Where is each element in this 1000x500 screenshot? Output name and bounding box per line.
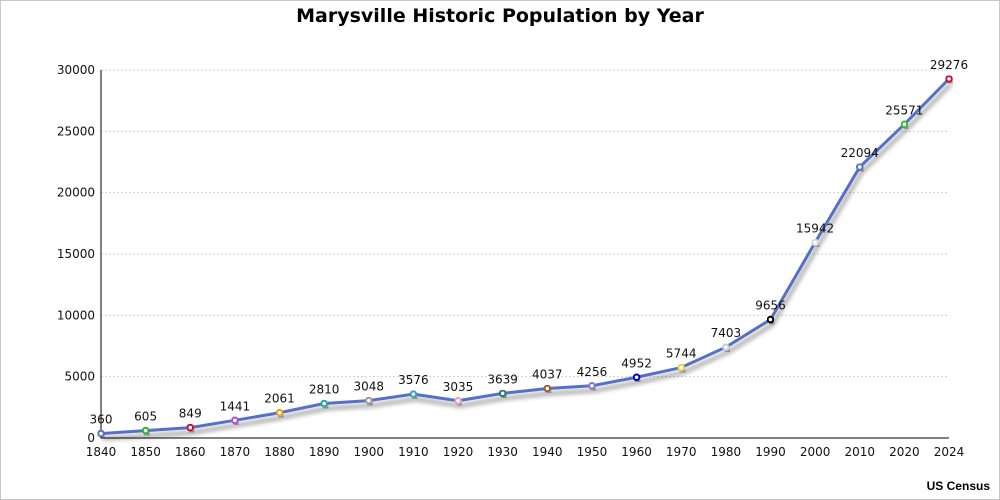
y-tick-label: 0	[87, 431, 95, 445]
x-tick-label: 1980	[711, 445, 742, 459]
x-tick-label: 1970	[666, 445, 697, 459]
data-point	[320, 399, 328, 408]
x-tick-label: 1910	[398, 445, 429, 459]
y-tick-label: 30000	[57, 63, 95, 77]
x-tick-label: 1930	[487, 445, 518, 459]
data-point	[766, 315, 775, 324]
data-label: 2810	[309, 383, 340, 397]
data-label: 849	[179, 407, 202, 421]
x-tick-label: 1940	[532, 445, 563, 459]
x-tick-label: 2020	[889, 445, 920, 459]
gridlines	[101, 69, 949, 378]
x-tick-label: 1920	[443, 445, 474, 459]
data-label: 360	[90, 413, 113, 427]
data-label: 4037	[532, 367, 563, 381]
axes	[100, 70, 949, 439]
data-point	[364, 396, 373, 405]
y-tick-label: 25000	[57, 124, 95, 138]
chart-title: Marysville Historic Population by Year	[296, 5, 704, 27]
data-point	[855, 163, 864, 171]
data-point	[409, 390, 418, 398]
data-point	[498, 389, 507, 398]
x-tick-label: 1900	[354, 445, 385, 459]
x-tick-label: 1870	[220, 445, 251, 459]
series-line	[100, 77, 951, 436]
data-point	[811, 238, 819, 247]
data-label: 3576	[398, 373, 429, 387]
data-label: 7403	[711, 326, 742, 340]
x-tick-label: 1990	[755, 445, 786, 459]
data-label: 3639	[487, 372, 518, 386]
data-point	[588, 381, 596, 390]
x-tick-label: 2010	[844, 445, 875, 459]
y-tick-label: 5000	[64, 370, 95, 384]
series-population	[97, 75, 953, 438]
x-tick-label: 1890	[309, 445, 340, 459]
y-tick-label: 15000	[57, 247, 95, 261]
data-label: 3035	[443, 380, 474, 394]
data-point	[945, 75, 953, 83]
y-tick-label: 10000	[57, 308, 95, 322]
x-tick-label: 2024	[934, 445, 965, 459]
x-tick-label: 1840	[86, 445, 117, 459]
x-tick-label: 1960	[621, 445, 652, 459]
data-label: 1441	[220, 399, 251, 413]
x-tick-label: 1880	[264, 445, 295, 459]
data-label: 15942	[796, 221, 834, 235]
data-point	[275, 408, 284, 417]
data-label: 22094	[841, 146, 879, 160]
data-label: 4256	[577, 365, 608, 379]
data-label: 29276	[930, 58, 968, 72]
y-tick-label: 20000	[57, 186, 95, 200]
data-point	[722, 343, 730, 351]
x-tick-label: 1860	[175, 445, 206, 459]
data-point	[186, 423, 195, 432]
x-tick-label: 1850	[130, 445, 161, 459]
data-label: 2061	[264, 392, 295, 406]
data-point	[454, 396, 462, 405]
data-label: 4952	[621, 356, 652, 370]
data-point	[677, 363, 686, 372]
data-labels: 360 605 849 1441 2061 2810 3048 3576 3035 3639 403…	[90, 58, 969, 427]
x-tick-label: 2000	[800, 445, 831, 459]
data-label: 25571	[885, 103, 923, 117]
data-point	[231, 416, 239, 425]
data-point	[97, 429, 105, 438]
data-point	[900, 120, 909, 129]
data-label: 5744	[666, 347, 697, 361]
data-label: 9656	[755, 299, 786, 313]
x-tick-label: 1950	[577, 445, 608, 459]
data-label: 3048	[354, 380, 385, 394]
y-axis-ticks: 0 5000 10000 15000 20000 25000 30000	[57, 63, 95, 445]
data-label: 605	[134, 410, 157, 424]
data-point	[632, 373, 641, 382]
data-point	[141, 426, 150, 435]
x-axis-ticks: 1840 1850 1860 1870 1880 1890 1900 1910 1920 1930…	[86, 445, 965, 459]
data-point	[543, 384, 552, 393]
source-note: US Census	[926, 479, 990, 493]
